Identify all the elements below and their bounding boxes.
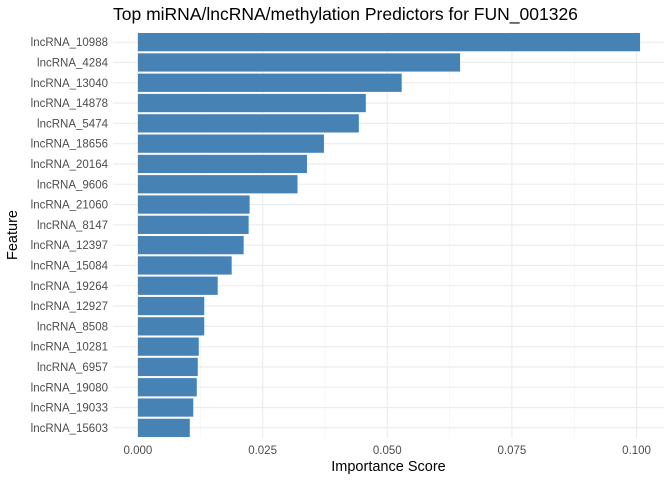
y-tick-label: lncRNA_13040 — [31, 78, 108, 90]
bar-lncRNA_5474 — [137, 114, 359, 133]
bar-lncRNA_10281 — [137, 337, 199, 356]
y-tick-label: lncRNA_19080 — [31, 382, 108, 394]
bar-lncRNA_14878 — [137, 93, 366, 113]
x-tick-label: 0.075 — [498, 445, 527, 457]
bar-lncRNA_15084 — [137, 256, 232, 275]
y-tick-label: lncRNA_12927 — [31, 301, 108, 313]
y-tick-label: lncRNA_21060 — [31, 200, 108, 212]
y-tick-label: lncRNA_19033 — [31, 403, 108, 415]
chart-title: Top miRNA/lncRNA/methylation Predictors … — [113, 4, 578, 25]
x-tick-label: 0.000 — [124, 445, 153, 457]
bar-lncRNA_21060 — [137, 195, 250, 214]
x-axis-title: Importance Score — [331, 459, 445, 475]
x-tick-label: 0.050 — [373, 445, 402, 457]
y-tick-label: lncRNA_10281 — [31, 342, 108, 354]
y-tick-label: lncRNA_15603 — [31, 423, 108, 435]
bar-lncRNA_12397 — [137, 236, 244, 255]
y-axis-title: Feature — [5, 210, 21, 260]
bar-lncRNA_19033 — [137, 398, 194, 417]
bars — [137, 33, 641, 437]
bar-lncRNA_15603 — [137, 418, 190, 437]
bar-lncRNA_9606 — [137, 175, 298, 194]
bar-lncRNA_19264 — [137, 276, 218, 295]
bar-lncRNA_10988 — [137, 33, 641, 52]
y-tick-label: lncRNA_14878 — [31, 98, 108, 110]
y-tick-label: lncRNA_5474 — [37, 118, 109, 130]
bar-lncRNA_4284 — [137, 53, 461, 72]
x-tick-label: 0.100 — [622, 445, 651, 457]
grid-lines — [113, 32, 664, 438]
y-tick-label: lncRNA_8147 — [37, 220, 108, 232]
bar-lncRNA_8508 — [137, 317, 205, 336]
y-tick-label: lncRNA_9606 — [37, 179, 108, 191]
y-tick-label: lncRNA_18656 — [31, 139, 108, 151]
bar-lncRNA_6957 — [137, 357, 198, 377]
y-tick-label: lncRNA_15084 — [31, 260, 109, 272]
bar-lncRNA_20164 — [137, 154, 307, 174]
y-tick-label: lncRNA_6957 — [37, 362, 108, 374]
x-axis-tick-labels: 0.000 0.025 0.050 0.075 0.100 — [124, 445, 651, 457]
bar-lncRNA_19080 — [137, 378, 197, 397]
y-tick-label: lncRNA_12397 — [31, 240, 108, 252]
bar-lncRNA_8147 — [137, 215, 249, 234]
bar-lncRNA_12927 — [137, 296, 205, 316]
x-tick-label: 0.025 — [248, 445, 277, 457]
bar-lncRNA_13040 — [137, 73, 402, 92]
y-tick-label: lncRNA_19264 — [31, 281, 109, 293]
y-tick-label: lncRNA_4284 — [37, 57, 109, 69]
y-axis-tick-labels: lncRNA_10988 lncRNA_4284 lncRNA_13040 lncRN… — [31, 37, 109, 435]
y-tick-label: lncRNA_20164 — [31, 159, 109, 171]
y-tick-label: lncRNA_10988 — [31, 37, 108, 49]
y-tick-label: lncRNA_8508 — [37, 321, 108, 333]
bar-lncRNA_18656 — [137, 134, 324, 153]
